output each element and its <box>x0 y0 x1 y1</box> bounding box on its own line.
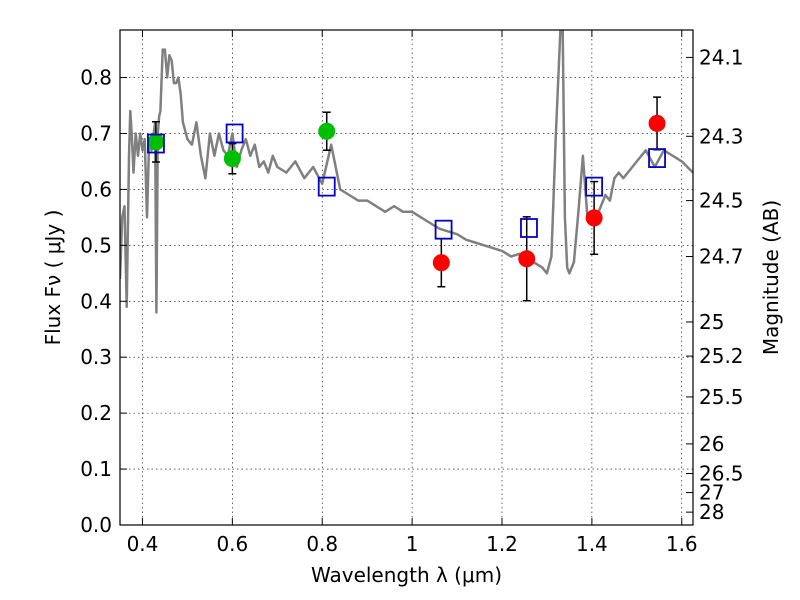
model-spectrum-line <box>120 30 693 314</box>
y-tick-label: 0.3 <box>80 345 112 369</box>
data-point <box>147 133 165 151</box>
x-tick-label: 1.4 <box>576 532 608 556</box>
axis-ticks: 0.4 0.6 0.8 1 1.2 1.4 1.6 0.0 0.1 0.2 0.3 0.4 0.5 0.6… <box>80 30 744 556</box>
y2-axis-label: Magnitude (AB) <box>759 200 783 355</box>
y-axis-label: Flux Fν ( μJy ) <box>41 210 65 346</box>
data-point <box>518 250 536 268</box>
y-tick-label: 0.0 <box>80 513 112 537</box>
x-tick-label: 0.6 <box>216 532 248 556</box>
data-point <box>648 114 666 132</box>
y-tick-label: 0.1 <box>80 457 112 481</box>
y2-tick-label: 28 <box>699 500 724 524</box>
x-tick-label: 1.6 <box>666 532 698 556</box>
plot-area <box>120 30 693 314</box>
data-point <box>432 254 450 272</box>
y2-tick-label: 26.5 <box>699 462 744 486</box>
y2-tick-label: 27 <box>699 481 724 505</box>
x-tick-label: 1.2 <box>486 532 518 556</box>
y2-tick-label: 25 <box>699 310 724 334</box>
model-square-point <box>585 176 604 197</box>
y2-tick-label: 24.1 <box>699 45 744 69</box>
y-tick-label: 0.8 <box>80 66 112 90</box>
model-square-point <box>648 148 666 168</box>
data-point <box>585 209 603 227</box>
grid <box>120 30 693 526</box>
y2-tick-label: 24.3 <box>699 124 744 148</box>
model-square-point <box>520 218 538 238</box>
y-tick-label: 0.2 <box>80 401 112 425</box>
y2-tick-label: 25.5 <box>699 385 744 409</box>
model-square-point <box>147 133 165 154</box>
x-axis-label: Wavelength λ (μm) <box>311 563 502 587</box>
y2-tick-label: 26 <box>699 432 724 456</box>
plot-frame <box>119 29 694 526</box>
y-tick-label: 0.4 <box>80 289 112 313</box>
y-tick-label: 0.5 <box>80 233 112 257</box>
data-point <box>318 122 336 140</box>
x-tick-label: 0.8 <box>306 532 338 556</box>
y2-tick-label: 24.7 <box>699 245 744 269</box>
y2-tick-label: 25.2 <box>699 344 744 368</box>
model-square-point <box>434 219 453 240</box>
x-tick-label: 0.4 <box>127 532 159 556</box>
data-point <box>223 150 241 168</box>
x-tick-label: 1 <box>406 532 419 556</box>
y-tick-label: 0.6 <box>80 177 112 201</box>
model-square-point <box>225 123 244 144</box>
model-square-point <box>317 176 336 197</box>
y2-tick-label: 24.5 <box>699 189 744 213</box>
y-tick-label: 0.7 <box>80 121 112 145</box>
